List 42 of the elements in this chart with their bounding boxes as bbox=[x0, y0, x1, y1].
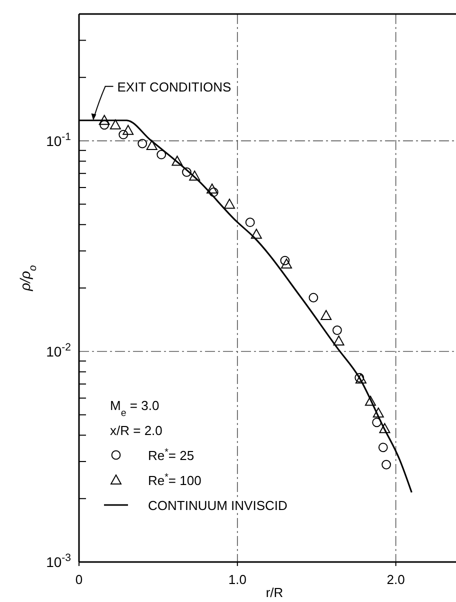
point bbox=[224, 198, 235, 209]
point bbox=[382, 460, 392, 470]
y-tick-label: 10$^{-2}$ bbox=[46, 341, 72, 360]
point bbox=[280, 256, 290, 266]
point bbox=[110, 119, 121, 130]
annotation: x/R = 2.0 bbox=[110, 423, 162, 438]
point bbox=[172, 156, 183, 166]
point bbox=[100, 120, 110, 130]
point bbox=[364, 396, 376, 406]
annotation: M$_{e}$ = 3.0 bbox=[110, 398, 160, 418]
x-axis-title: r/R bbox=[266, 585, 284, 600]
point bbox=[320, 310, 332, 320]
point bbox=[308, 292, 318, 302]
point bbox=[208, 188, 218, 197]
point bbox=[354, 373, 364, 382]
y-tick-label: 10$^{-3}$ bbox=[46, 552, 72, 570]
point bbox=[206, 184, 218, 194]
point bbox=[156, 150, 166, 160]
point bbox=[355, 373, 366, 384]
point bbox=[379, 423, 390, 434]
point bbox=[189, 170, 200, 181]
annotation: EXIT CONDITIONS bbox=[117, 79, 232, 94]
point bbox=[182, 167, 192, 177]
point bbox=[281, 258, 292, 269]
point bbox=[378, 442, 388, 452]
x-tick-label: 0 bbox=[75, 572, 83, 587]
point bbox=[333, 336, 344, 346]
point bbox=[146, 140, 158, 150]
legend-label: Re$^{*}$= 25 bbox=[148, 446, 194, 463]
point bbox=[138, 138, 148, 148]
point bbox=[122, 124, 134, 135]
point bbox=[245, 218, 255, 228]
x-tick-label: 1.0 bbox=[228, 572, 246, 587]
y-tick-label: 10$^{-1}$ bbox=[46, 130, 72, 149]
point bbox=[332, 326, 342, 335]
point bbox=[250, 228, 262, 239]
x-tick-label: 2.0 bbox=[386, 572, 405, 587]
legend-label: Re$^{*}$= 100 bbox=[148, 472, 202, 488]
point bbox=[372, 418, 382, 428]
point bbox=[372, 407, 384, 418]
point bbox=[118, 130, 128, 140]
point bbox=[98, 114, 110, 125]
